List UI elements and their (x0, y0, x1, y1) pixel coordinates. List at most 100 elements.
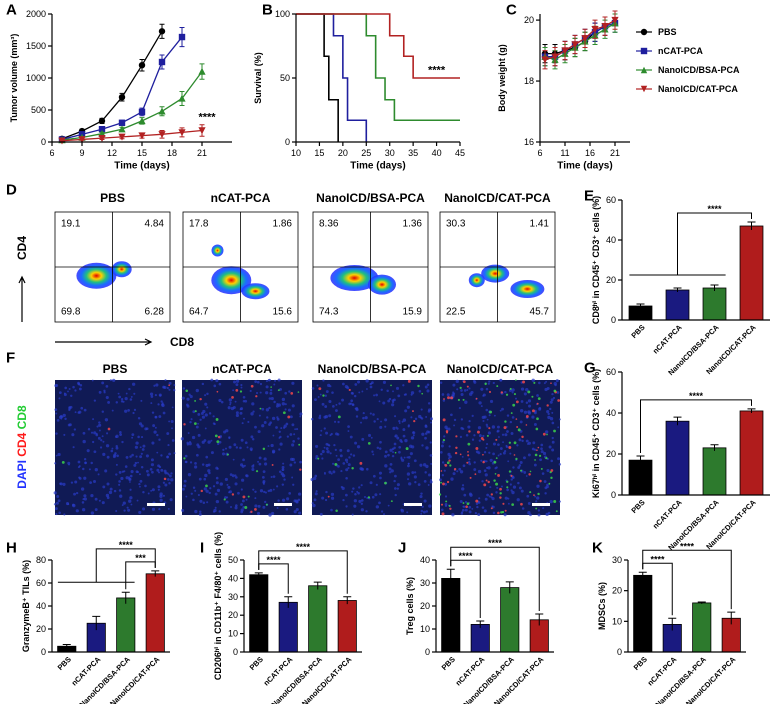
x-tick-label: 25 (361, 148, 371, 158)
marker (541, 56, 549, 64)
nucleus (314, 398, 317, 402)
density (330, 265, 379, 291)
nucleus (291, 476, 294, 479)
nucleus (483, 469, 487, 473)
stain-dot (500, 511, 503, 514)
nucleus (321, 402, 325, 406)
nucleus (335, 403, 338, 406)
nucleus (314, 474, 318, 478)
nucleus (93, 399, 97, 402)
y-tick-label: 1500 (26, 41, 46, 51)
nucleus (459, 470, 464, 474)
nucleus (240, 463, 244, 467)
stain-dot (512, 403, 516, 407)
marker (591, 26, 599, 34)
nucleus (484, 473, 488, 477)
nucleus (460, 512, 464, 515)
stain-dot (193, 422, 197, 426)
nucleus (328, 414, 332, 418)
nucleus (402, 384, 405, 387)
y-axis-label: Treg cells (%) (405, 577, 415, 635)
nucleus (298, 511, 302, 515)
nucleus (240, 438, 244, 442)
nucleus (407, 478, 410, 481)
nucleus (439, 381, 443, 384)
nucleus (275, 426, 278, 429)
nucleus (463, 389, 467, 392)
nucleus (274, 379, 277, 382)
stain-dot (183, 457, 186, 460)
panel-letter: A (6, 2, 17, 19)
stain-dot (231, 493, 235, 496)
stain-dot (499, 496, 502, 499)
stain-dot (474, 473, 477, 476)
nucleus (240, 503, 243, 506)
stain-dot (465, 505, 468, 509)
y-axis-label: Ki67ʰⁱ in CD45⁺ CD3⁺ cells (%) (591, 369, 601, 498)
stain-dot (511, 503, 515, 506)
stain-dot (546, 404, 549, 407)
nucleus (192, 410, 196, 414)
stain-dot (513, 441, 517, 445)
y-axis-label: CD206ʰⁱ in CD11b⁺ F4/80⁺ cells (%) (213, 532, 223, 680)
nucleus (467, 425, 471, 429)
stain-dot (508, 441, 511, 444)
stain-dot (297, 391, 300, 393)
nucleus (502, 451, 506, 455)
nucleus (140, 466, 144, 469)
x-axis-label: Time (days) (350, 161, 405, 172)
nucleus (504, 390, 507, 394)
nucleus (517, 481, 520, 485)
nucleus (461, 455, 464, 458)
nucleus (273, 383, 276, 386)
legend-label: PBS (658, 27, 677, 37)
nucleus (486, 425, 489, 428)
nucleus (250, 412, 254, 416)
nucleus (109, 379, 112, 382)
nucleus (218, 382, 222, 386)
nucleus (330, 508, 333, 512)
nucleus (58, 397, 61, 400)
nucleus (263, 490, 266, 494)
nucleus (244, 399, 248, 403)
nucleus (197, 422, 199, 425)
nucleus (477, 426, 482, 430)
nucleus (423, 499, 427, 503)
bar (249, 574, 269, 653)
nucleus (270, 443, 274, 448)
nucleus (157, 485, 161, 489)
nucleus (473, 380, 477, 384)
stain-dot (533, 381, 536, 384)
nucleus (527, 453, 531, 457)
nucleus (510, 432, 514, 435)
nucleus (191, 435, 196, 440)
nucleus (525, 439, 529, 443)
nucleus (129, 474, 133, 478)
stain-dot (536, 417, 539, 421)
nucleus (267, 489, 270, 493)
nucleus (88, 468, 91, 471)
nucleus (525, 475, 528, 477)
nucleus (323, 415, 327, 419)
nucleus (360, 421, 362, 424)
x-tick-label: 9 (79, 148, 84, 158)
nucleus (325, 447, 329, 450)
nucleus (444, 502, 448, 506)
nucleus (364, 416, 368, 420)
nucleus (471, 414, 474, 417)
nucleus (368, 433, 372, 437)
nucleus (106, 482, 110, 486)
nucleus (194, 509, 198, 514)
stain-dot (499, 492, 502, 495)
stain-dot (327, 495, 330, 498)
nucleus (360, 508, 364, 512)
nucleus (164, 379, 167, 382)
nucleus (183, 479, 187, 483)
nucleus (418, 389, 422, 393)
stain-dot (513, 454, 516, 456)
stain-dot (476, 430, 480, 434)
nucleus (486, 418, 489, 421)
stain-dot (438, 493, 442, 496)
error-bar (121, 591, 130, 604)
nucleus (119, 433, 122, 436)
